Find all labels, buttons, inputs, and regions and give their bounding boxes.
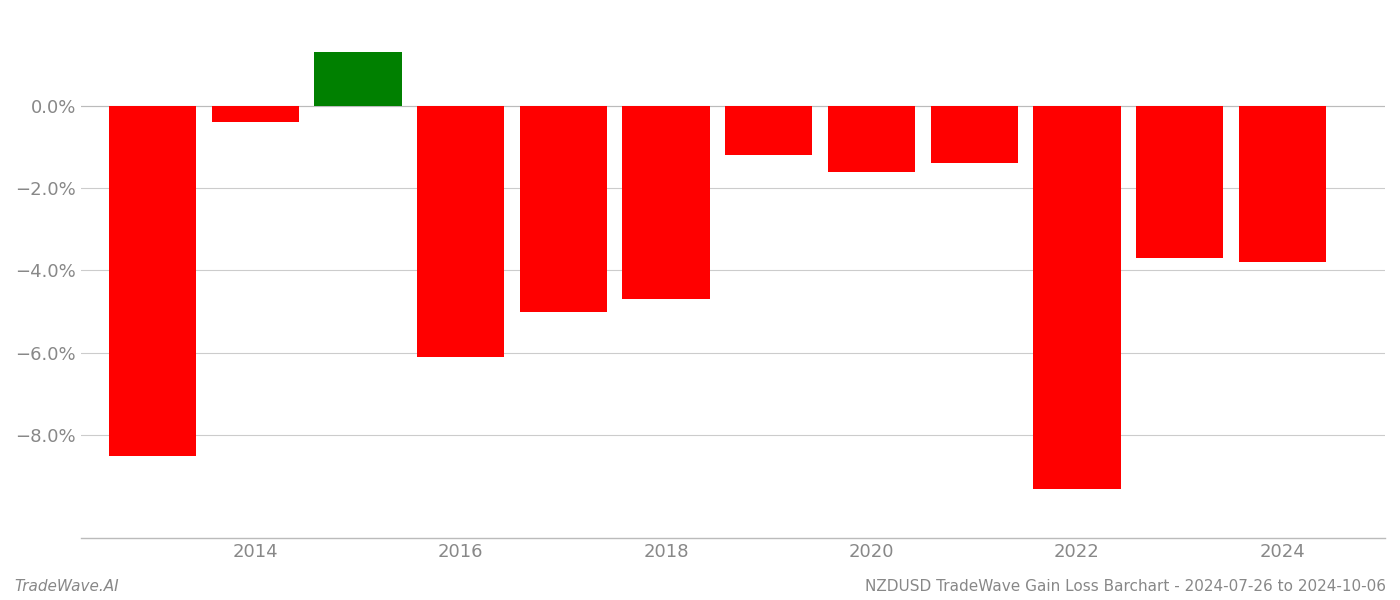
Bar [931, 106, 1018, 163]
Bar [1135, 106, 1224, 258]
Bar [1239, 106, 1326, 262]
Bar [725, 106, 812, 155]
Bar [827, 106, 916, 172]
Bar [211, 106, 298, 122]
Text: TradeWave.AI: TradeWave.AI [14, 579, 119, 594]
Bar [623, 106, 710, 299]
Bar [519, 106, 608, 311]
Text: NZDUSD TradeWave Gain Loss Barchart - 2024-07-26 to 2024-10-06: NZDUSD TradeWave Gain Loss Barchart - 20… [865, 579, 1386, 594]
Bar [314, 52, 402, 106]
Bar [1033, 106, 1120, 489]
Bar [109, 106, 196, 456]
Bar [417, 106, 504, 357]
